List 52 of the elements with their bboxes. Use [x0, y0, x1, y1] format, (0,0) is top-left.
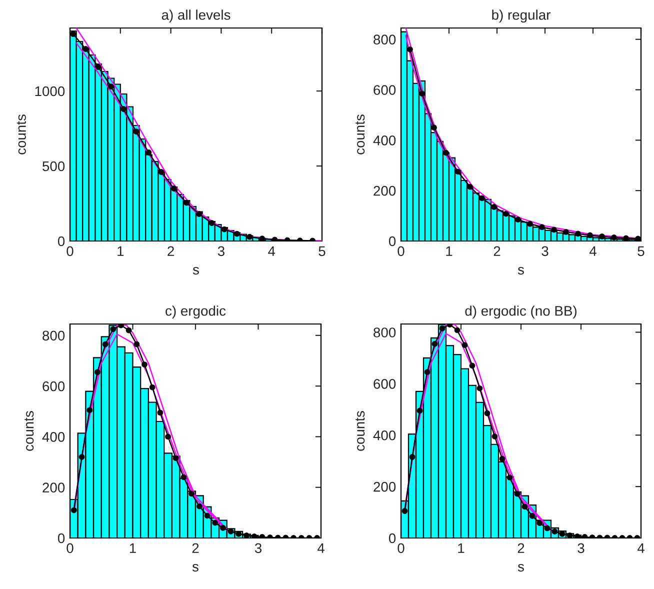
- x-tick-label: 2: [518, 543, 524, 553]
- y-tick-label: 400: [42, 432, 65, 442]
- x-axis-title: s: [518, 564, 524, 572]
- y-axis-title: counts: [24, 411, 34, 451]
- y-axis-title: counts: [356, 411, 365, 451]
- x-tick-label: 1: [458, 543, 464, 553]
- y-tick-label: 500: [42, 161, 65, 172]
- y-tick-label: 800: [42, 330, 65, 341]
- x-axis-title: s: [192, 564, 198, 572]
- y-tick-label: 0: [388, 236, 396, 246]
- x-axis-title: s: [518, 266, 524, 275]
- y-axis-title: counts: [356, 114, 365, 154]
- y-tick-label: 400: [373, 136, 396, 146]
- chart-title: d) ergodic (no BB): [465, 306, 576, 319]
- x-axis-title: s: [192, 266, 199, 275]
- y-tick-label: 0: [388, 533, 396, 544]
- x-tick-label: 4: [317, 543, 324, 553]
- y-tick-label: 600: [42, 381, 65, 392]
- x-tick-label: 0: [66, 543, 74, 554]
- x-tick-label: 4: [637, 543, 644, 553]
- chart-title: b) regular: [492, 10, 550, 23]
- x-tick-label: 0: [398, 543, 404, 554]
- y-tick-label: 0: [58, 236, 65, 246]
- y-tick-label: 800: [374, 34, 396, 45]
- x-tick-label: 3: [218, 246, 224, 256]
- y-tick-label: 600: [374, 85, 396, 95]
- x-tick-label: 1: [130, 543, 136, 553]
- y-tick-label: 800: [374, 328, 396, 338]
- x-tick-label: 4: [268, 246, 276, 256]
- x-tick-label: 2: [192, 543, 199, 553]
- x-tick-label: 1: [446, 246, 452, 256]
- y-tick-label: 600: [374, 379, 396, 389]
- x-tick-label: 3: [578, 543, 584, 554]
- x-tick-label: 0: [398, 246, 404, 256]
- x-tick-label: 4: [589, 246, 596, 256]
- y-tick-label: 0: [58, 533, 65, 544]
- y-tick-label: 200: [374, 482, 396, 492]
- x-tick-label: 3: [542, 246, 548, 256]
- y-tick-label: 200: [374, 186, 396, 196]
- x-tick-label: 3: [254, 543, 262, 554]
- x-tick-label: 2: [494, 246, 500, 256]
- x-tick-label: 0: [66, 246, 74, 256]
- x-tick-label: 5: [318, 246, 326, 256]
- y-tick-label: 1000: [35, 86, 65, 96]
- x-tick-label: 2: [168, 246, 174, 256]
- x-tick-label: 5: [638, 246, 644, 256]
- chart-title: a) all levels: [162, 10, 230, 23]
- chart-title: c) ergodic: [166, 306, 226, 319]
- y-tick-label: 200: [42, 482, 65, 493]
- y-axis-title: counts: [16, 114, 26, 154]
- y-tick-label: 400: [373, 430, 396, 440]
- x-tick-label: 1: [118, 246, 124, 256]
